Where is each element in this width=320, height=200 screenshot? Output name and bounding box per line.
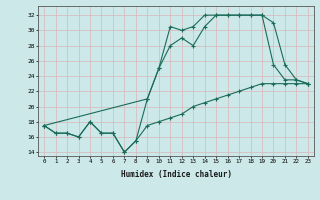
X-axis label: Humidex (Indice chaleur): Humidex (Indice chaleur) [121,170,231,179]
